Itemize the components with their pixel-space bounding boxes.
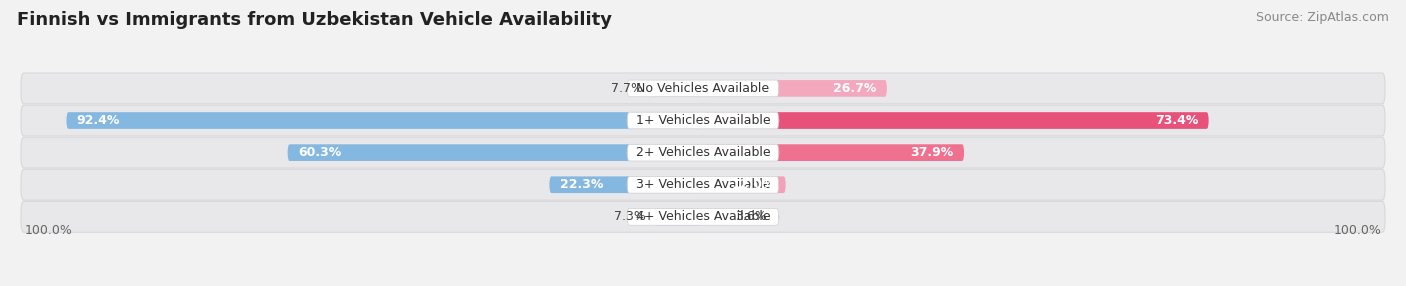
- Text: 26.7%: 26.7%: [834, 82, 876, 95]
- Text: 12.0%: 12.0%: [733, 178, 775, 191]
- Text: 2+ Vehicles Available: 2+ Vehicles Available: [636, 146, 770, 159]
- FancyBboxPatch shape: [288, 144, 703, 161]
- Text: 100.0%: 100.0%: [24, 224, 72, 237]
- Text: 7.7%: 7.7%: [612, 82, 643, 95]
- FancyBboxPatch shape: [627, 112, 779, 129]
- Text: 4+ Vehicles Available: 4+ Vehicles Available: [636, 210, 770, 223]
- Text: 3.6%: 3.6%: [735, 210, 766, 223]
- FancyBboxPatch shape: [21, 137, 1385, 168]
- FancyBboxPatch shape: [627, 176, 779, 193]
- Text: 7.3%: 7.3%: [614, 210, 645, 223]
- FancyBboxPatch shape: [652, 208, 703, 225]
- FancyBboxPatch shape: [703, 176, 786, 193]
- FancyBboxPatch shape: [703, 112, 1209, 129]
- FancyBboxPatch shape: [21, 105, 1385, 136]
- FancyBboxPatch shape: [703, 208, 728, 225]
- Text: 60.3%: 60.3%: [298, 146, 342, 159]
- FancyBboxPatch shape: [703, 144, 965, 161]
- FancyBboxPatch shape: [21, 169, 1385, 200]
- Text: 37.9%: 37.9%: [911, 146, 953, 159]
- FancyBboxPatch shape: [21, 201, 1385, 232]
- FancyBboxPatch shape: [550, 176, 703, 193]
- Text: 92.4%: 92.4%: [77, 114, 120, 127]
- Text: 100.0%: 100.0%: [1334, 224, 1382, 237]
- FancyBboxPatch shape: [650, 80, 703, 97]
- FancyBboxPatch shape: [703, 80, 887, 97]
- FancyBboxPatch shape: [21, 73, 1385, 104]
- Text: No Vehicles Available: No Vehicles Available: [637, 82, 769, 95]
- FancyBboxPatch shape: [627, 144, 779, 161]
- Text: 1+ Vehicles Available: 1+ Vehicles Available: [636, 114, 770, 127]
- FancyBboxPatch shape: [66, 112, 703, 129]
- FancyBboxPatch shape: [627, 208, 779, 225]
- Text: Source: ZipAtlas.com: Source: ZipAtlas.com: [1256, 11, 1389, 24]
- Text: Finnish vs Immigrants from Uzbekistan Vehicle Availability: Finnish vs Immigrants from Uzbekistan Ve…: [17, 11, 612, 29]
- Text: 22.3%: 22.3%: [560, 178, 603, 191]
- Text: 73.4%: 73.4%: [1154, 114, 1198, 127]
- FancyBboxPatch shape: [627, 80, 779, 97]
- Text: 3+ Vehicles Available: 3+ Vehicles Available: [636, 178, 770, 191]
